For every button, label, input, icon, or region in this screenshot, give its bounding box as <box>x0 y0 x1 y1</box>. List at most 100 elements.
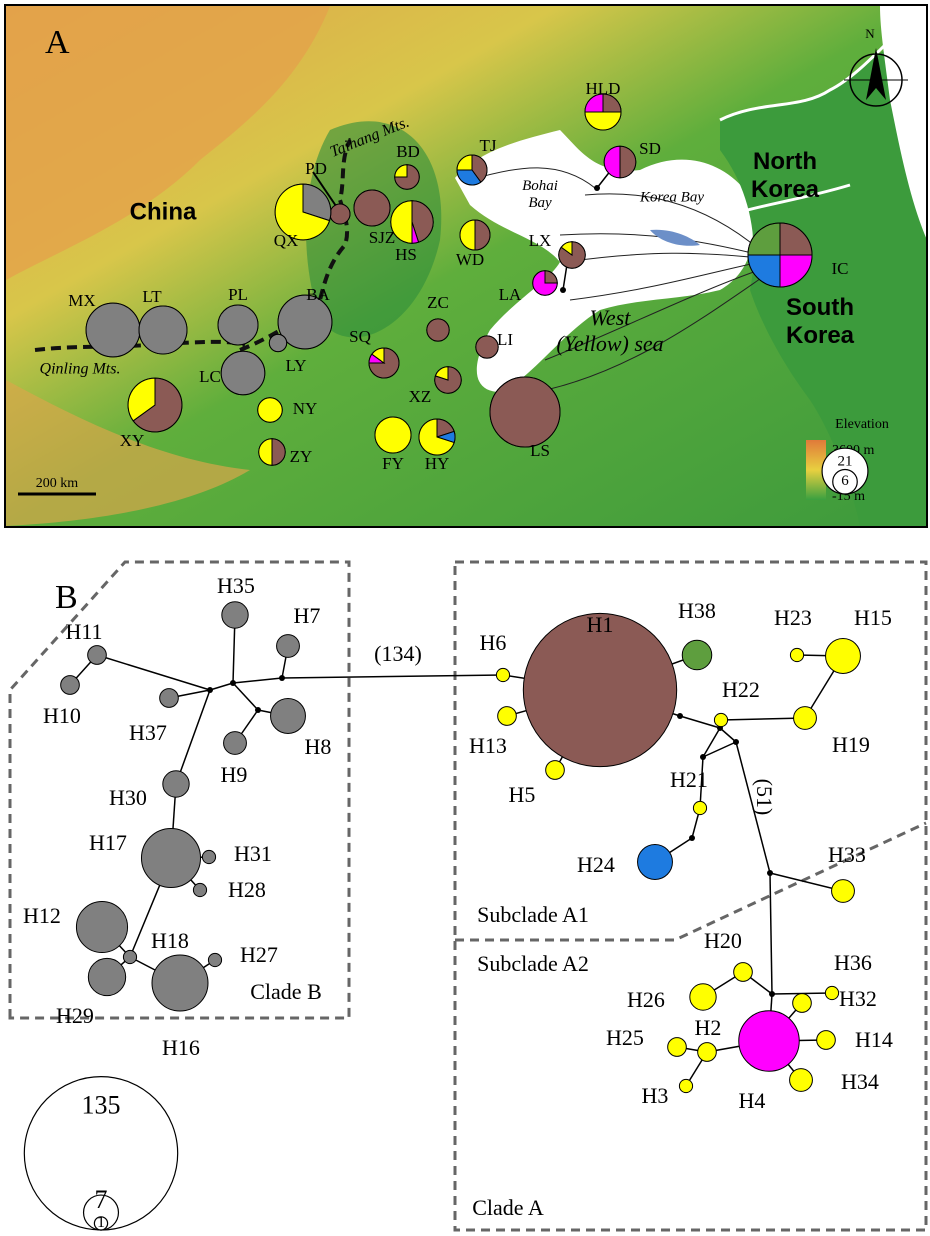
haplotype-node <box>690 984 716 1010</box>
site-label: IC <box>832 259 849 278</box>
haplotype-label: H19 <box>832 732 870 757</box>
haplotype-node <box>825 986 838 999</box>
haplotype-node <box>739 1011 799 1071</box>
edge <box>720 728 736 742</box>
haplotype-label: H29 <box>56 1003 94 1028</box>
haplotype-node <box>693 801 706 814</box>
haplotype-label: H10 <box>43 703 81 728</box>
haplotype-label: H22 <box>722 677 760 702</box>
pie-slice <box>258 398 282 422</box>
panel-label: B <box>55 579 78 616</box>
feature-label: Bohai Bay <box>515 178 565 212</box>
median-vector <box>677 713 683 719</box>
haplotype-label: H13 <box>469 733 507 758</box>
pie-slice <box>490 377 560 447</box>
haplotype-label: H26 <box>627 987 665 1012</box>
haplotype-label: H14 <box>855 1027 893 1052</box>
haplotype-label: H38 <box>678 598 716 623</box>
haplotype-node <box>88 958 125 995</box>
site-label: FY <box>382 454 404 473</box>
mutation-count: (51) <box>752 779 777 816</box>
haplotype-node <box>208 953 221 966</box>
site-label: LI <box>497 330 513 349</box>
haplotype-node <box>832 880 855 903</box>
region-label: South Korea <box>770 294 870 350</box>
haplotype-label: H32 <box>839 986 877 1011</box>
haplotype-node <box>193 883 206 896</box>
haplotype-label: H8 <box>305 734 332 759</box>
haplotype-label: H33 <box>828 842 866 867</box>
pie-slice <box>218 305 258 345</box>
median-vector <box>733 739 739 745</box>
haplotype-node <box>141 828 200 887</box>
haplotype-node <box>794 707 817 730</box>
haplotype-label: H27 <box>240 942 278 967</box>
haplotype-label: H18 <box>151 928 189 953</box>
median-vector <box>279 675 285 681</box>
feature-label: West (Yellow) sea <box>555 305 665 357</box>
edge <box>680 716 720 728</box>
region-label: North Korea <box>735 148 835 204</box>
haplotype-label: H31 <box>234 841 272 866</box>
clade-label: Clade A <box>472 1195 544 1220</box>
site-label: NY <box>293 399 318 418</box>
haplotype-node <box>790 1069 813 1092</box>
haplotype-label: H24 <box>577 852 615 877</box>
site-label: MX <box>68 291 95 310</box>
scale-bar-label: 200 km <box>36 476 79 491</box>
haplotype-node <box>496 668 509 681</box>
haplotype-label: H30 <box>109 785 147 810</box>
haplotype-node <box>222 602 248 628</box>
haplotype-label: H2 <box>695 1015 722 1040</box>
pie-slice <box>427 319 449 341</box>
site-label: LS <box>530 441 550 460</box>
haplotype-label: H12 <box>23 903 61 928</box>
haplotype-node <box>698 1043 717 1062</box>
haplotype-node <box>76 901 127 952</box>
haplotype-label: H1 <box>587 612 614 637</box>
site-label: HS <box>395 245 417 264</box>
clade-label: Subclade A1 <box>477 902 589 927</box>
pie-slice <box>476 336 498 358</box>
haplotype-node <box>152 955 208 1011</box>
size-legend-label: 21 <box>838 453 853 469</box>
clade-label: Subclade A2 <box>477 951 589 976</box>
edge <box>210 683 233 690</box>
haplotype-node <box>546 761 565 780</box>
pie-slice <box>86 303 140 357</box>
haplotype-label: H7 <box>294 603 321 628</box>
haplotype-label: H36 <box>834 950 872 975</box>
size-legend-label: 6 <box>841 473 849 489</box>
region-label: China <box>130 198 197 225</box>
haplotype-node <box>790 648 803 661</box>
haplotype-label: H20 <box>704 928 742 953</box>
site-label: SQ <box>349 327 371 346</box>
pie-slice <box>269 334 286 351</box>
edge <box>770 873 772 994</box>
median-vector <box>255 707 261 713</box>
size-legend-label: 1 <box>97 1214 105 1231</box>
size-legend-label: 135 <box>82 1090 121 1119</box>
haplotype-label: H9 <box>221 762 248 787</box>
legend-title: Elevation <box>835 417 889 432</box>
haplotype-label: H17 <box>89 830 127 855</box>
site-label: LX <box>529 231 552 250</box>
haplotype-label: H25 <box>606 1025 644 1050</box>
site-label: LC <box>199 367 221 386</box>
site-label: XY <box>120 431 145 450</box>
median-vector <box>700 754 706 760</box>
haplotype-label: H35 <box>217 573 255 598</box>
pie-slice <box>221 351 265 395</box>
panel-label: A <box>45 24 70 61</box>
pie-slice <box>330 204 350 224</box>
site-label: TJ <box>480 136 497 155</box>
median-vector <box>230 680 236 686</box>
haplotype-node <box>826 639 861 674</box>
haplotype-node <box>817 1031 836 1050</box>
haplotype-label: H15 <box>854 605 892 630</box>
haplotype-node <box>88 646 107 665</box>
site-label: QX <box>274 231 299 250</box>
site-label: PL <box>228 285 248 304</box>
haplotype-label: H34 <box>841 1069 879 1094</box>
site-label: HLD <box>586 79 621 98</box>
